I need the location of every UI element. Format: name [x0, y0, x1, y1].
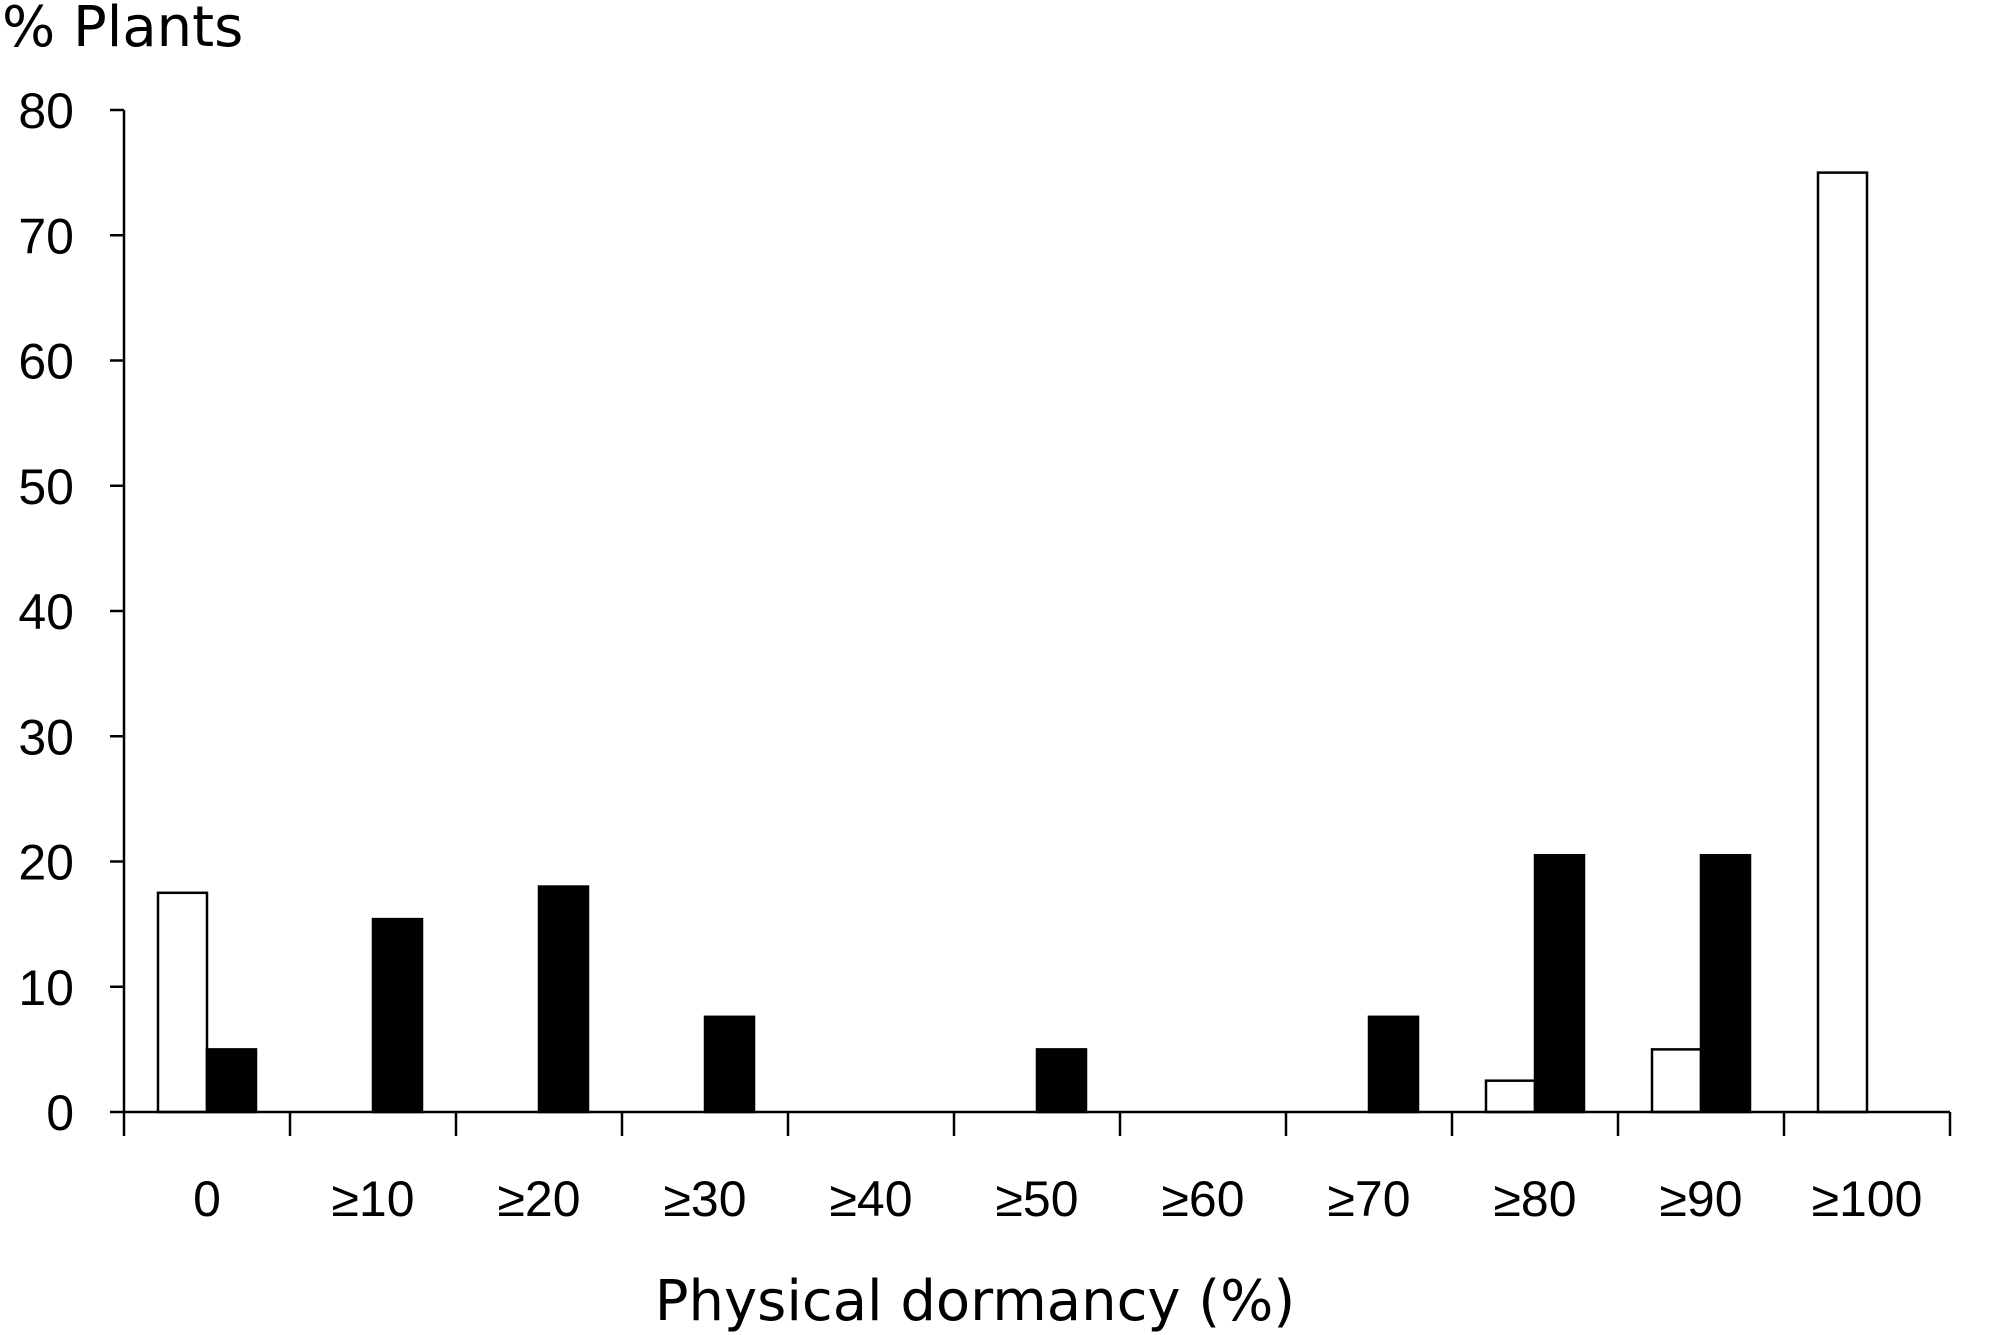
x-axis-title: Physical dormancy (%)	[655, 1269, 1295, 1334]
bar-s1-10	[1816, 171, 1869, 1114]
x-tick-label-2: ≥20	[497, 1171, 580, 1227]
bar-s2-0	[205, 1048, 258, 1114]
y-tick-label-50: 50	[18, 459, 74, 515]
x-tick-label-5: ≥50	[995, 1171, 1078, 1227]
y-tick-label-80: 80	[18, 83, 74, 139]
x-tick-label-9: ≥90	[1659, 1171, 1742, 1227]
axes-layer	[110, 108, 1952, 1136]
y-tick-label-20: 20	[18, 835, 74, 891]
bar-s2-9	[1699, 853, 1752, 1114]
y-tick-label-0: 0	[46, 1085, 74, 1141]
x-tick-label-4: ≥40	[829, 1171, 912, 1227]
y-tick-label-60: 60	[18, 334, 74, 390]
bar-s2-5	[1035, 1048, 1088, 1114]
bar-s2-3	[703, 1015, 756, 1114]
bar-s1-0	[156, 891, 209, 1114]
y-axis-title: % Plants	[2, 0, 243, 60]
y-tick-label-40: 40	[18, 584, 74, 640]
bar-s2-1	[371, 917, 424, 1114]
bar-s2-7	[1367, 1015, 1420, 1114]
x-tick-label-6: ≥60	[1161, 1171, 1244, 1227]
bars-layer	[156, 171, 1869, 1114]
y-tick-label-30: 30	[18, 709, 74, 765]
x-tick-label-10: ≥100	[1812, 1171, 1923, 1227]
x-tick-label-0: 0	[193, 1171, 221, 1227]
bar-s1-9	[1650, 1048, 1703, 1114]
bar-s2-8	[1533, 853, 1586, 1114]
bar-s1-8	[1484, 1079, 1537, 1114]
x-tick-label-3: ≥30	[663, 1171, 746, 1227]
x-tick-label-1: ≥10	[331, 1171, 414, 1227]
tick-labels-layer: 0 10 20 30 40 50 60 70 80 0 ≥10 ≥20 ≥30 ≥40 ≥50 ≥60 ≥70 ≥…	[18, 83, 1922, 1227]
x-tick-label-8: ≥80	[1493, 1171, 1576, 1227]
y-tick-label-10: 10	[18, 960, 74, 1016]
y-tick-label-70: 70	[18, 208, 74, 264]
x-tick-label-7: ≥70	[1327, 1171, 1410, 1227]
bar-s2-2	[537, 885, 590, 1114]
